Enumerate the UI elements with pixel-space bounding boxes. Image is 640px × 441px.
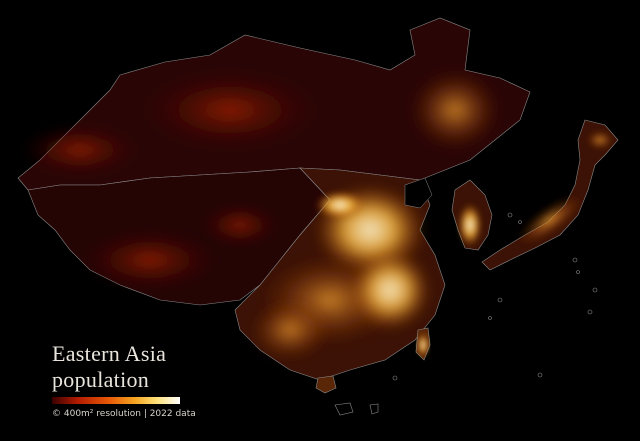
islands [334,212,598,416]
map-title: Eastern Asia population [52,343,166,391]
hainan-region [315,375,337,394]
map-title-line1: Eastern Asia [52,341,167,366]
color-legend-bar [52,397,180,404]
density-glows [20,70,614,360]
japan-region [481,119,619,271]
map-title-line2: population [52,367,150,392]
bohai-sea [404,177,433,209]
resolution-caption: © 400m² resolution | 2022 data [52,409,196,419]
